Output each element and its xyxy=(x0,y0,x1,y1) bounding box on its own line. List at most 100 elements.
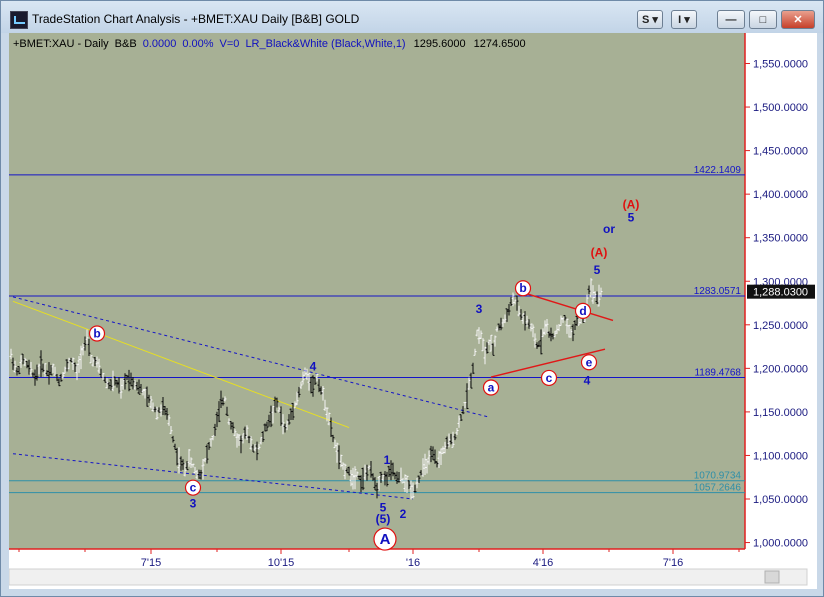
price-bar xyxy=(463,401,467,409)
price-bar xyxy=(389,460,393,481)
price-bar xyxy=(85,329,89,346)
price-bar xyxy=(135,381,139,391)
price-bar xyxy=(543,320,547,336)
price-bar xyxy=(589,278,593,298)
price-bar xyxy=(111,370,115,392)
price-bar xyxy=(291,402,295,420)
wave-label: 4 xyxy=(584,374,591,388)
wave-label-text: (A) xyxy=(591,246,608,260)
price-bar xyxy=(441,446,445,455)
price-bar xyxy=(179,456,183,471)
chart-area[interactable]: 1,550.0000 1,500.0000 1,450.0000 1,400.0000… xyxy=(8,33,817,589)
price-bar xyxy=(233,429,237,437)
time-axis-ticks: 7'15 10'15 '16 4'16 7'16 xyxy=(18,549,740,569)
price-bar xyxy=(357,475,361,480)
tradestation-app-icon xyxy=(10,11,28,29)
price-bar xyxy=(115,380,119,388)
indicator-menu-button[interactable]: I ▾ xyxy=(671,10,697,29)
price-bar xyxy=(77,355,81,373)
wave-label: a xyxy=(482,379,500,396)
price-bar xyxy=(493,335,497,347)
price-bar xyxy=(215,411,219,428)
trend-line-blue xyxy=(12,296,490,418)
scrollbar-thumb[interactable] xyxy=(764,570,780,584)
price-line-label: 1057.2646 xyxy=(694,483,742,494)
price-bar xyxy=(321,386,325,401)
price-bar xyxy=(239,435,243,454)
price-bar xyxy=(47,362,51,385)
price-bar xyxy=(229,421,233,430)
price-bar xyxy=(419,470,423,476)
wave-label: 3 xyxy=(190,496,197,510)
price-bar xyxy=(461,406,465,415)
time-tick-label: 7'16 xyxy=(663,557,683,569)
price-bar xyxy=(25,361,29,369)
price-bar xyxy=(331,434,335,443)
price-bar xyxy=(549,327,553,342)
price-bar xyxy=(271,405,275,424)
price-bar xyxy=(503,314,507,324)
price-bar xyxy=(149,395,153,409)
price-bar xyxy=(283,423,287,433)
wave-label: (5) xyxy=(376,512,391,526)
price-chart[interactable]: 1,550.0000 1,500.0000 1,450.0000 1,400.0000… xyxy=(8,33,817,589)
price-tick-label: 1,400.0000 xyxy=(753,189,808,201)
price-tick-label: 1,250.0000 xyxy=(753,320,808,332)
wave-label: 5 xyxy=(594,263,601,277)
price-bar xyxy=(405,475,409,493)
price-bar xyxy=(491,343,495,356)
price-bar xyxy=(535,342,539,349)
price-bar xyxy=(475,329,479,337)
price-line-label: 1422.1409 xyxy=(694,165,742,176)
maximize-button[interactable]: □ xyxy=(749,10,777,29)
price-bar xyxy=(133,380,137,390)
price-bar xyxy=(567,324,571,338)
price-bar xyxy=(13,360,17,373)
price-bar xyxy=(303,367,307,376)
price-bar xyxy=(349,469,353,487)
price-bar xyxy=(381,474,385,482)
close-button[interactable]: ✕ xyxy=(781,10,815,29)
price-line-label: 1070.9734 xyxy=(694,471,742,482)
price-bar xyxy=(423,453,427,476)
price-bar xyxy=(299,381,303,389)
price-bar xyxy=(189,457,193,468)
price-bar xyxy=(97,358,101,374)
price-bar xyxy=(55,373,59,382)
price-bar xyxy=(265,421,269,432)
price-bar xyxy=(385,471,389,487)
price-bar xyxy=(39,350,43,378)
price-bar xyxy=(151,402,155,412)
price-bar xyxy=(599,287,603,298)
price-bar xyxy=(29,361,33,377)
price-bar xyxy=(467,377,471,390)
price-bar xyxy=(31,372,35,378)
wave-label-text: (5) xyxy=(376,512,391,526)
price-bar xyxy=(435,461,439,468)
price-bar xyxy=(113,376,117,386)
price-bar xyxy=(525,315,529,327)
price-bar xyxy=(519,309,523,320)
wave-label-text: c xyxy=(190,481,197,495)
price-bar xyxy=(597,284,601,307)
trend-line-blue xyxy=(12,453,414,500)
price-bar xyxy=(107,381,111,390)
price-bar xyxy=(287,414,291,425)
price-bar xyxy=(487,339,491,346)
wave-label-text: 3 xyxy=(476,302,483,316)
price-bar xyxy=(65,359,69,372)
style-menu-button[interactable]: S ▾ xyxy=(637,10,663,29)
price-bar xyxy=(269,405,273,428)
minimize-button[interactable]: — xyxy=(717,10,745,29)
horizontal-scrollbar[interactable] xyxy=(8,568,808,586)
price-bar xyxy=(11,357,15,370)
wave-label: b xyxy=(514,280,532,297)
price-bar xyxy=(439,448,443,466)
price-bar xyxy=(143,388,147,399)
price-bar xyxy=(277,406,281,413)
price-bar xyxy=(455,427,459,435)
price-bar xyxy=(363,464,367,481)
price-bar xyxy=(145,386,149,407)
price-bar xyxy=(517,305,521,317)
